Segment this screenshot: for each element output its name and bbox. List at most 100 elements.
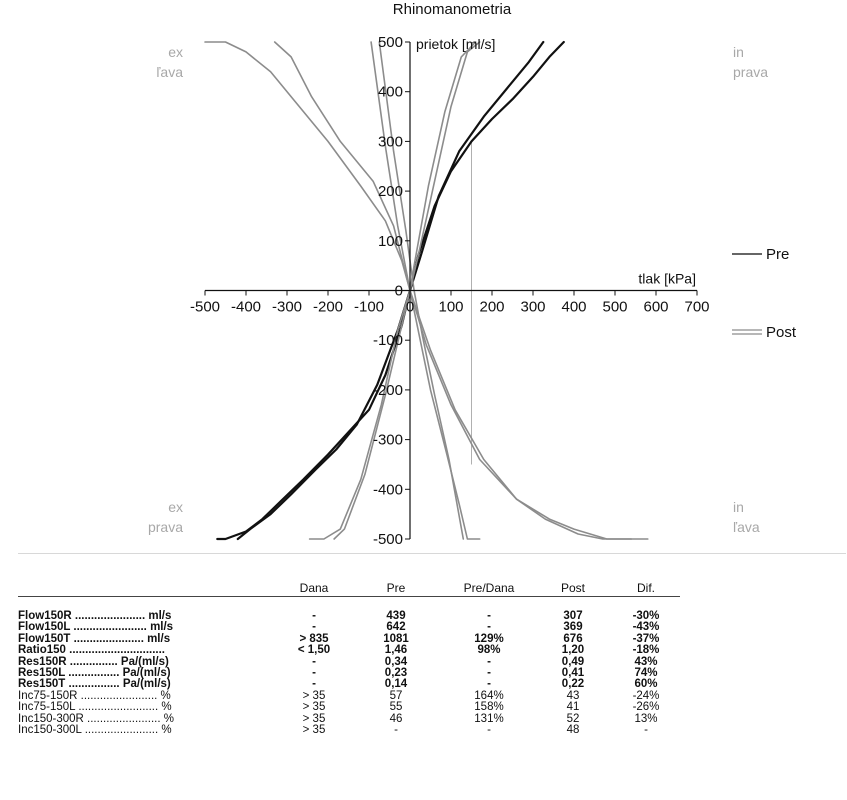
table-cell: 164%	[474, 689, 504, 702]
table-cell: 48	[566, 724, 580, 737]
table-row: Res150L ................ Pa/(ml/s) - 0,23 -…	[18, 667, 680, 680]
quadrant-label-bottom-right: in	[733, 499, 744, 515]
y-tick-label: -200	[373, 382, 403, 399]
y-tick-label: 500	[378, 34, 403, 51]
table-cell: 98%	[477, 644, 501, 657]
table-cell: 0,34	[384, 655, 408, 668]
quadrant-label-top-right: prava	[733, 64, 768, 80]
separator-line	[18, 553, 846, 554]
rhinomanometry-chart: Rhinomanometria -500 -400 -300 -200 -100 0 100…	[148, 1, 797, 548]
y-tick-label: -100	[373, 332, 403, 349]
table-row: Flow150L ....................... ml/s - 64…	[18, 621, 680, 634]
legend-label-post: Post	[766, 324, 797, 341]
table-row: Res150T ................ Pa/(ml/s) - 0,14 -…	[18, 678, 680, 691]
quadrant-label-bottom-right: ľava	[733, 519, 760, 535]
table-row: Inc150-300L ....................... % > 3…	[18, 724, 680, 737]
header-cell: Dana	[299, 581, 329, 595]
chart-title: Rhinomanometria	[393, 1, 512, 18]
table-cell: > 35	[302, 724, 326, 737]
table-cell: -	[487, 621, 491, 634]
table-cell: -	[312, 610, 316, 622]
row-label: Flow150R ...................... ml/s	[18, 610, 172, 622]
table-cell: 57	[389, 689, 403, 702]
header-cell	[18, 580, 280, 597]
x-tick-label: 100	[438, 299, 463, 316]
table-cell: 0,23	[384, 667, 408, 680]
row-label: Res150T ................ Pa/(ml/s)	[18, 678, 171, 691]
x-tick-label: -500	[190, 299, 220, 316]
series-line-post-7	[308, 41, 477, 540]
row-label: Ratio150 ..............................	[18, 644, 165, 657]
row-label: Inc75-150R ........................ %	[18, 689, 171, 702]
table-cell: -	[312, 678, 316, 691]
quadrant-label-top-left: ľava	[156, 64, 183, 80]
x-tick-label: -400	[231, 299, 261, 316]
row-label: Flow150L ....................... ml/s	[18, 621, 174, 634]
y-tick-label: 0	[395, 283, 403, 300]
table-cell: 46	[389, 712, 403, 725]
y-tick-label: -400	[373, 481, 403, 498]
table-row: Inc150-300R ....................... % > 3…	[18, 712, 680, 725]
x-tick-label: 500	[602, 299, 627, 316]
series-line-pre-0	[408, 40, 565, 292]
table-cell: 0,14	[384, 678, 408, 691]
table-cell: -	[487, 678, 491, 691]
table-cell: 131%	[474, 712, 504, 725]
table-cell: > 35	[302, 689, 326, 702]
series-line-pre-3	[236, 289, 412, 541]
x-tick-label: 400	[561, 299, 586, 316]
results-table: Dana Pre Pre/Dana Post Dif. Flow150R ...…	[18, 580, 680, 736]
table-cell: 1,46	[384, 644, 408, 657]
table-row: Flow150T ...................... ml/s > 83…	[18, 632, 680, 645]
table-cell: 43%	[634, 655, 658, 668]
table-row: Flow150R ...................... ml/s - 439…	[18, 597, 680, 623]
table-cell: 60%	[634, 678, 658, 691]
series-line-pre-2	[216, 289, 412, 541]
header-cell: Dif.	[637, 581, 655, 595]
row-label: Inc75-150L ......................... %	[18, 701, 172, 714]
quadrant-label-bottom-left: ex	[168, 499, 183, 515]
table-row: Res150R ............... Pa/(ml/s) - 0,34 - 0…	[18, 655, 680, 668]
x-tick-label: 0	[406, 299, 414, 316]
table-cell: 13%	[634, 712, 658, 725]
header-cell: Pre/Dana	[463, 581, 515, 595]
row-label: Res150L ................ Pa/(ml/s)	[18, 667, 171, 680]
x-tick-label: 600	[643, 299, 668, 316]
y-tick-label: 100	[378, 233, 403, 250]
series-line-post-4	[370, 41, 481, 540]
table-cell: -26%	[632, 701, 660, 714]
table-cell: -30%	[632, 610, 660, 622]
table-cell: 676	[563, 632, 583, 645]
table-cell: -	[487, 724, 491, 737]
row-label: Inc150-300L ....................... %	[18, 724, 172, 737]
table-cell: 0,49	[561, 655, 585, 668]
table-cell: 74%	[634, 667, 658, 680]
table-cell: -	[312, 655, 316, 668]
row-label: Res150R ............... Pa/(ml/s)	[18, 655, 169, 668]
x-tick-label: 700	[684, 299, 709, 316]
table-cell: 439	[386, 610, 406, 622]
table-cell: 129%	[474, 632, 504, 645]
series-line-post-9	[273, 41, 633, 540]
table-cell: 307	[563, 610, 583, 622]
y-axis-title: prietok [ml/s]	[416, 36, 495, 52]
table-cell: -	[487, 610, 491, 622]
table-cell: -18%	[632, 644, 660, 657]
table-row: Ratio150 .............................. <…	[18, 644, 680, 657]
x-tick-label: -100	[354, 299, 384, 316]
table-cell: -24%	[632, 689, 660, 702]
x-axis-title: tlak [kPa]	[638, 271, 696, 287]
table-cell: 52	[566, 712, 580, 725]
table-cell: -37%	[632, 632, 660, 645]
table-cell: 158%	[474, 701, 504, 714]
table-row: Inc75-150R ........................ % > 3…	[18, 689, 680, 702]
table-cell: > 35	[302, 712, 326, 725]
quadrant-label-bottom-left: prava	[148, 519, 183, 535]
y-tick-label: -500	[373, 531, 403, 548]
table-cell: 642	[386, 621, 406, 634]
table-cell: < 1,50	[297, 644, 331, 657]
table-cell: -	[487, 667, 491, 680]
row-label: Flow150T ...................... ml/s	[18, 632, 171, 645]
table-cell: 0,41	[561, 667, 585, 680]
table-cell: 1081	[383, 632, 409, 645]
